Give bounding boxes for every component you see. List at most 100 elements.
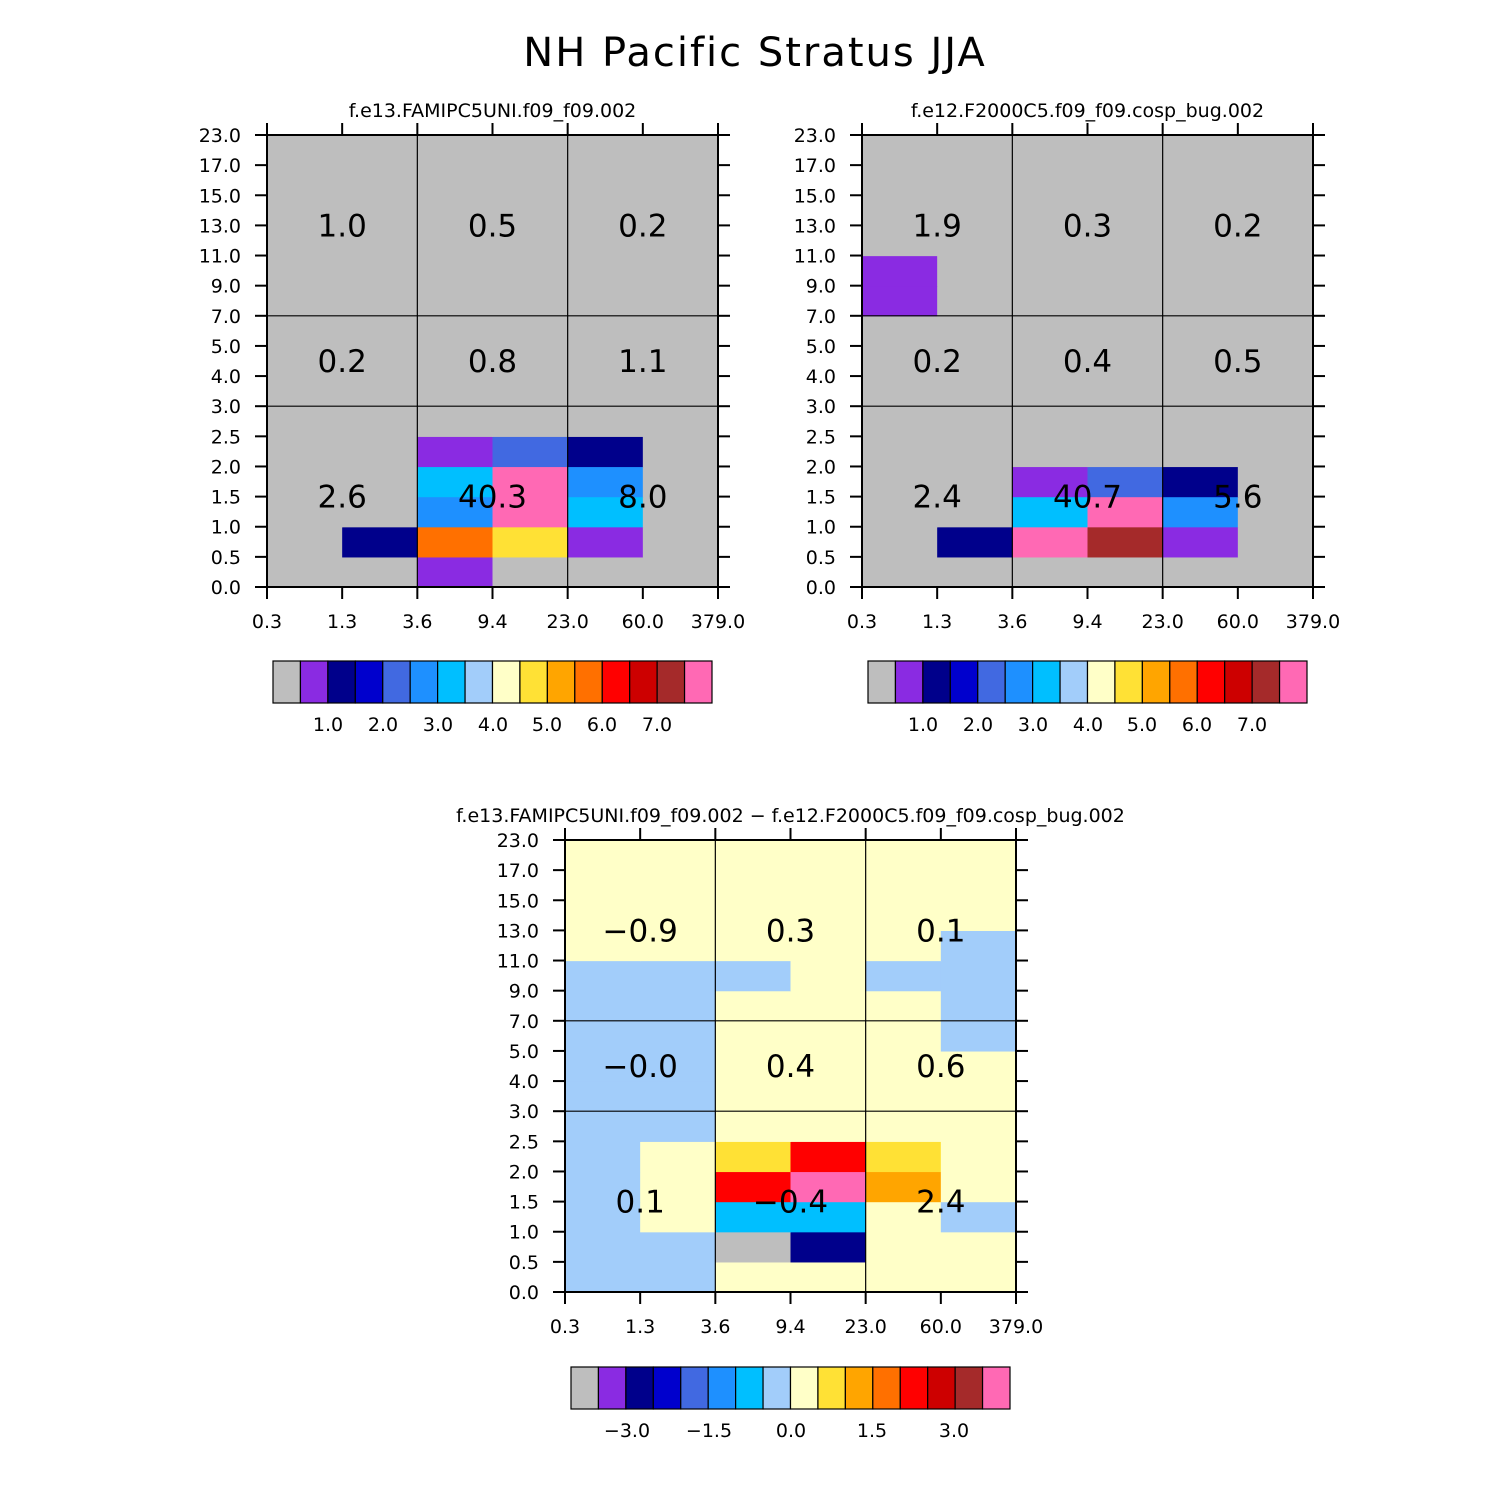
heatmap-cell [1237,285,1314,317]
heatmap-cell [1162,406,1239,437]
heatmap-cell [567,496,644,528]
heatmap-cell [640,1141,716,1173]
heatmap-cell [267,406,343,437]
heatmap-cell [790,990,867,1022]
heatmap-cell [790,840,867,871]
heatmap-cell [715,1231,792,1263]
heatmap-cell [492,285,569,317]
y-tick-label: 4.0 [211,366,241,388]
y-tick-label: 0.5 [211,547,241,569]
heatmap-cell [865,1171,942,1203]
x-tick-label: 379.0 [691,611,745,633]
colorbar-swatch [922,660,951,704]
box-value-label: 0.2 [1213,208,1262,244]
heatmap-cell [862,255,938,287]
heatmap-cell [937,526,1013,558]
heatmap-cell [937,225,1013,257]
y-tick-label: 2.5 [806,426,836,448]
box-value-label: 0.5 [1213,344,1262,380]
heatmap-cell [1087,376,1164,407]
heatmap-cell [715,1261,792,1293]
heatmap-cell [1237,466,1314,498]
heatmap-cell [937,436,1013,468]
colorbar-label: 1.0 [908,714,938,736]
colorbar-swatch [625,1366,654,1410]
panel-control-run: 0.0 0.5 1.0 1.5 2.0 2.5 3.0 4.0 5.0 7.0 9.0 11.0 13.… [199,100,746,736]
y-tick-label: 17.0 [199,155,241,177]
heatmap-cell [1162,165,1239,196]
y-tick-label: 11.0 [794,246,836,268]
heatmap-cell [565,1231,641,1263]
heatmap-cell [865,1020,942,1052]
y-tick-label: 17.0 [794,155,836,177]
y-tick-label: 15.0 [199,185,241,207]
heatmap-cell [642,526,719,558]
y-tick-label: 3.0 [806,396,836,418]
heatmap-cell [1237,526,1314,558]
heatmap-cell [640,930,716,962]
heatmap-cell [937,285,1013,317]
y-tick-label: 5.0 [509,1041,539,1063]
heatmap-cell [862,315,938,347]
heatmap-cell [342,406,418,437]
heatmap-cell [1087,466,1164,498]
colorbar-swatch [1169,660,1198,704]
heatmap-cell [342,376,418,407]
colorbar-label: 5.0 [1127,714,1157,736]
y-tick-label: 0.5 [806,547,836,569]
heatmap-cell [1087,255,1164,287]
heatmap-cell [417,135,494,166]
heatmap-cell [790,900,867,931]
heatmap-cell [492,496,569,528]
heatmap-cell [940,1111,1017,1142]
heatmap-cell [342,195,418,226]
heatmap-cell [1087,496,1164,528]
y-tick-label: 5.0 [806,336,836,358]
heatmap-cell [1237,255,1314,287]
heatmap-cell [865,1231,942,1263]
heatmap-cell [342,436,418,468]
heatmap-cell [492,556,569,588]
y-tick-label: 13.0 [497,920,539,942]
heatmap-cell [642,496,719,528]
heatmap-cell [1012,315,1089,347]
page-title: NH Pacific Stratus JJA [523,30,987,76]
heatmap-cell [642,225,719,257]
heatmap-cell [862,496,938,528]
x-tick-label: 3.6 [700,1316,730,1338]
heatmap-cell [417,285,494,317]
heatmap-cell [567,406,644,437]
colorbar-swatch [1059,660,1089,704]
y-tick-label: 1.0 [806,517,836,539]
heatmap-cell [1237,165,1314,196]
heatmap-cell [1087,406,1164,437]
heatmap-cell [565,960,641,992]
heatmap-cell [865,1141,942,1173]
colorbar-swatch [683,660,713,704]
colorbar-label: −1.5 [686,1420,732,1442]
heatmap-cell [1012,376,1089,407]
heatmap-cell [1162,496,1239,528]
box-value-label: 1.0 [318,208,367,244]
heatmap-cell [640,960,716,992]
heatmap-cell [790,960,867,992]
x-tick-label: 1.3 [922,611,952,633]
y-tick-label: 1.0 [211,517,241,539]
heatmap-cell [567,225,644,257]
box-value-label: 0.6 [916,1049,965,1085]
heatmap-cell [1087,135,1164,166]
heatmap-cell [862,285,938,317]
heatmap-cell [715,870,792,901]
heatmap-cell [937,195,1013,226]
colorbar-swatch [789,1366,819,1410]
heatmap-cell [940,960,1017,992]
heatmap-cell [862,436,938,468]
box-value-label: 0.3 [766,913,815,949]
y-tick-label: 1.5 [509,1192,539,1214]
colorbar-swatch [1224,660,1253,704]
heatmap-cell [1162,135,1239,166]
heatmap-cell [567,556,644,588]
heatmap-cell [492,345,569,377]
x-tick-label: 1.3 [625,1316,655,1338]
heatmap-cell [565,1141,641,1173]
